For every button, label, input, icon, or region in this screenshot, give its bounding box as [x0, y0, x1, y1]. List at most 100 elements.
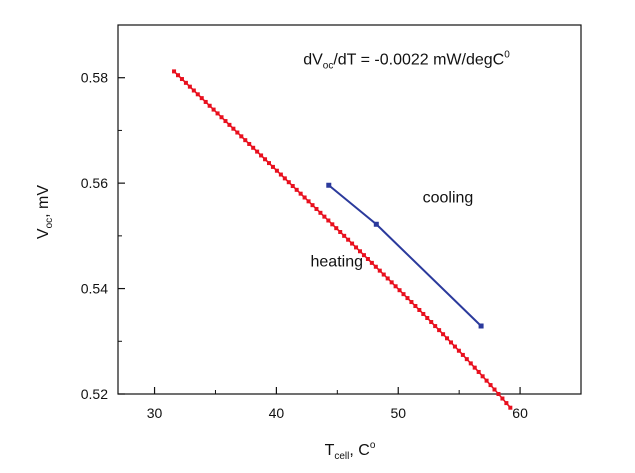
heating-point	[346, 237, 351, 242]
heating-point	[484, 378, 489, 383]
heating-point	[417, 307, 422, 312]
y-axis-label-group: Voc, mV	[35, 185, 55, 239]
heating-label: heating	[311, 253, 364, 270]
heating-point	[342, 233, 347, 238]
heating-point	[468, 361, 473, 366]
heating-point	[259, 153, 264, 158]
heating-point	[441, 332, 446, 337]
heating-point	[448, 340, 453, 345]
x-tick-label: 40	[269, 405, 285, 421]
heating-point	[219, 115, 224, 120]
y-axis-label: Voc, mV	[35, 185, 55, 239]
y-tick-label: 0.58	[81, 70, 108, 86]
heating-point	[282, 176, 287, 181]
heating-point	[409, 300, 414, 305]
y-tick-label: 0.54	[81, 281, 108, 297]
x-tick-label: 60	[512, 405, 528, 421]
heating-point	[476, 369, 481, 374]
heating-point	[361, 253, 366, 258]
heating-point	[389, 280, 394, 285]
x-axis-ticks: 30 40 50 60	[147, 387, 528, 421]
heating-point	[199, 96, 204, 101]
heating-point	[452, 344, 457, 349]
heating-point	[239, 134, 244, 139]
heating-point	[270, 164, 275, 169]
heating-point	[330, 222, 335, 227]
heating-point	[508, 405, 513, 410]
heating-point	[274, 168, 279, 173]
heating-point	[472, 365, 477, 370]
heating-point	[393, 284, 398, 289]
heating-point	[433, 324, 438, 329]
heating-point	[306, 199, 311, 204]
heating-point	[314, 206, 319, 211]
heating-point	[278, 172, 283, 177]
heating-point	[437, 328, 442, 333]
y-axis-ticks: 0.52 0.54 0.56 0.58	[81, 70, 125, 402]
heating-point	[445, 336, 450, 341]
heating-point	[176, 73, 181, 78]
heating-point	[211, 107, 216, 112]
series-layer	[172, 69, 513, 410]
heating-point	[377, 268, 382, 273]
cooling-point	[478, 323, 484, 329]
heating-point	[179, 77, 184, 82]
heating-point	[397, 288, 402, 293]
heating-point	[492, 387, 497, 392]
heating-point	[460, 352, 465, 357]
heating-point	[504, 401, 509, 406]
heating-point	[227, 122, 232, 127]
y-tick-label: 0.56	[81, 175, 108, 191]
heating-point	[207, 103, 212, 108]
heating-point	[464, 357, 469, 362]
heating-point	[251, 145, 256, 150]
heating-point	[385, 276, 390, 281]
heating-point	[286, 180, 291, 185]
heating-point	[172, 69, 177, 74]
heating-point	[255, 149, 260, 154]
heating-point	[350, 241, 355, 246]
heating-point	[326, 218, 331, 223]
heating-point	[354, 245, 359, 250]
heating-point	[496, 391, 501, 396]
cooling-point	[326, 182, 332, 188]
heating-point	[365, 257, 370, 262]
heating-point	[369, 260, 374, 265]
heating-point	[294, 187, 299, 192]
heating-point	[231, 126, 236, 131]
heating-point	[338, 230, 343, 235]
heating-point	[373, 264, 378, 269]
heating-point	[290, 184, 295, 189]
heating-point	[500, 396, 505, 401]
heating-point	[322, 214, 327, 219]
heating-point	[421, 311, 426, 316]
heating-point	[425, 315, 430, 320]
heating-point	[488, 383, 493, 388]
heating-point	[381, 272, 386, 277]
x-tick-label: 50	[390, 405, 406, 421]
x-tick-label: 30	[147, 405, 163, 421]
heating-point	[215, 111, 220, 116]
heating-point	[247, 141, 252, 146]
heating-point	[310, 203, 315, 208]
y-tick-label: 0.52	[81, 386, 108, 402]
heating-point	[401, 292, 406, 297]
heating-point	[357, 249, 362, 254]
plot-frame	[117, 24, 582, 395]
heating-point	[334, 226, 339, 231]
cooling-point	[373, 221, 379, 227]
heating-point	[223, 119, 228, 124]
heating-point	[480, 374, 485, 379]
heating-point	[235, 130, 240, 135]
slope-annotation: dVoc/dT = -0.0022 mW/degC0	[303, 50, 510, 72]
heating-point	[203, 99, 208, 104]
heating-point	[187, 84, 192, 89]
heating-point	[429, 320, 434, 325]
heating-point	[183, 80, 188, 85]
heating-point	[298, 191, 303, 196]
heating-point	[195, 92, 200, 97]
heating-point	[318, 210, 323, 215]
cooling-label: cooling	[423, 190, 474, 207]
heating-point	[266, 161, 271, 166]
